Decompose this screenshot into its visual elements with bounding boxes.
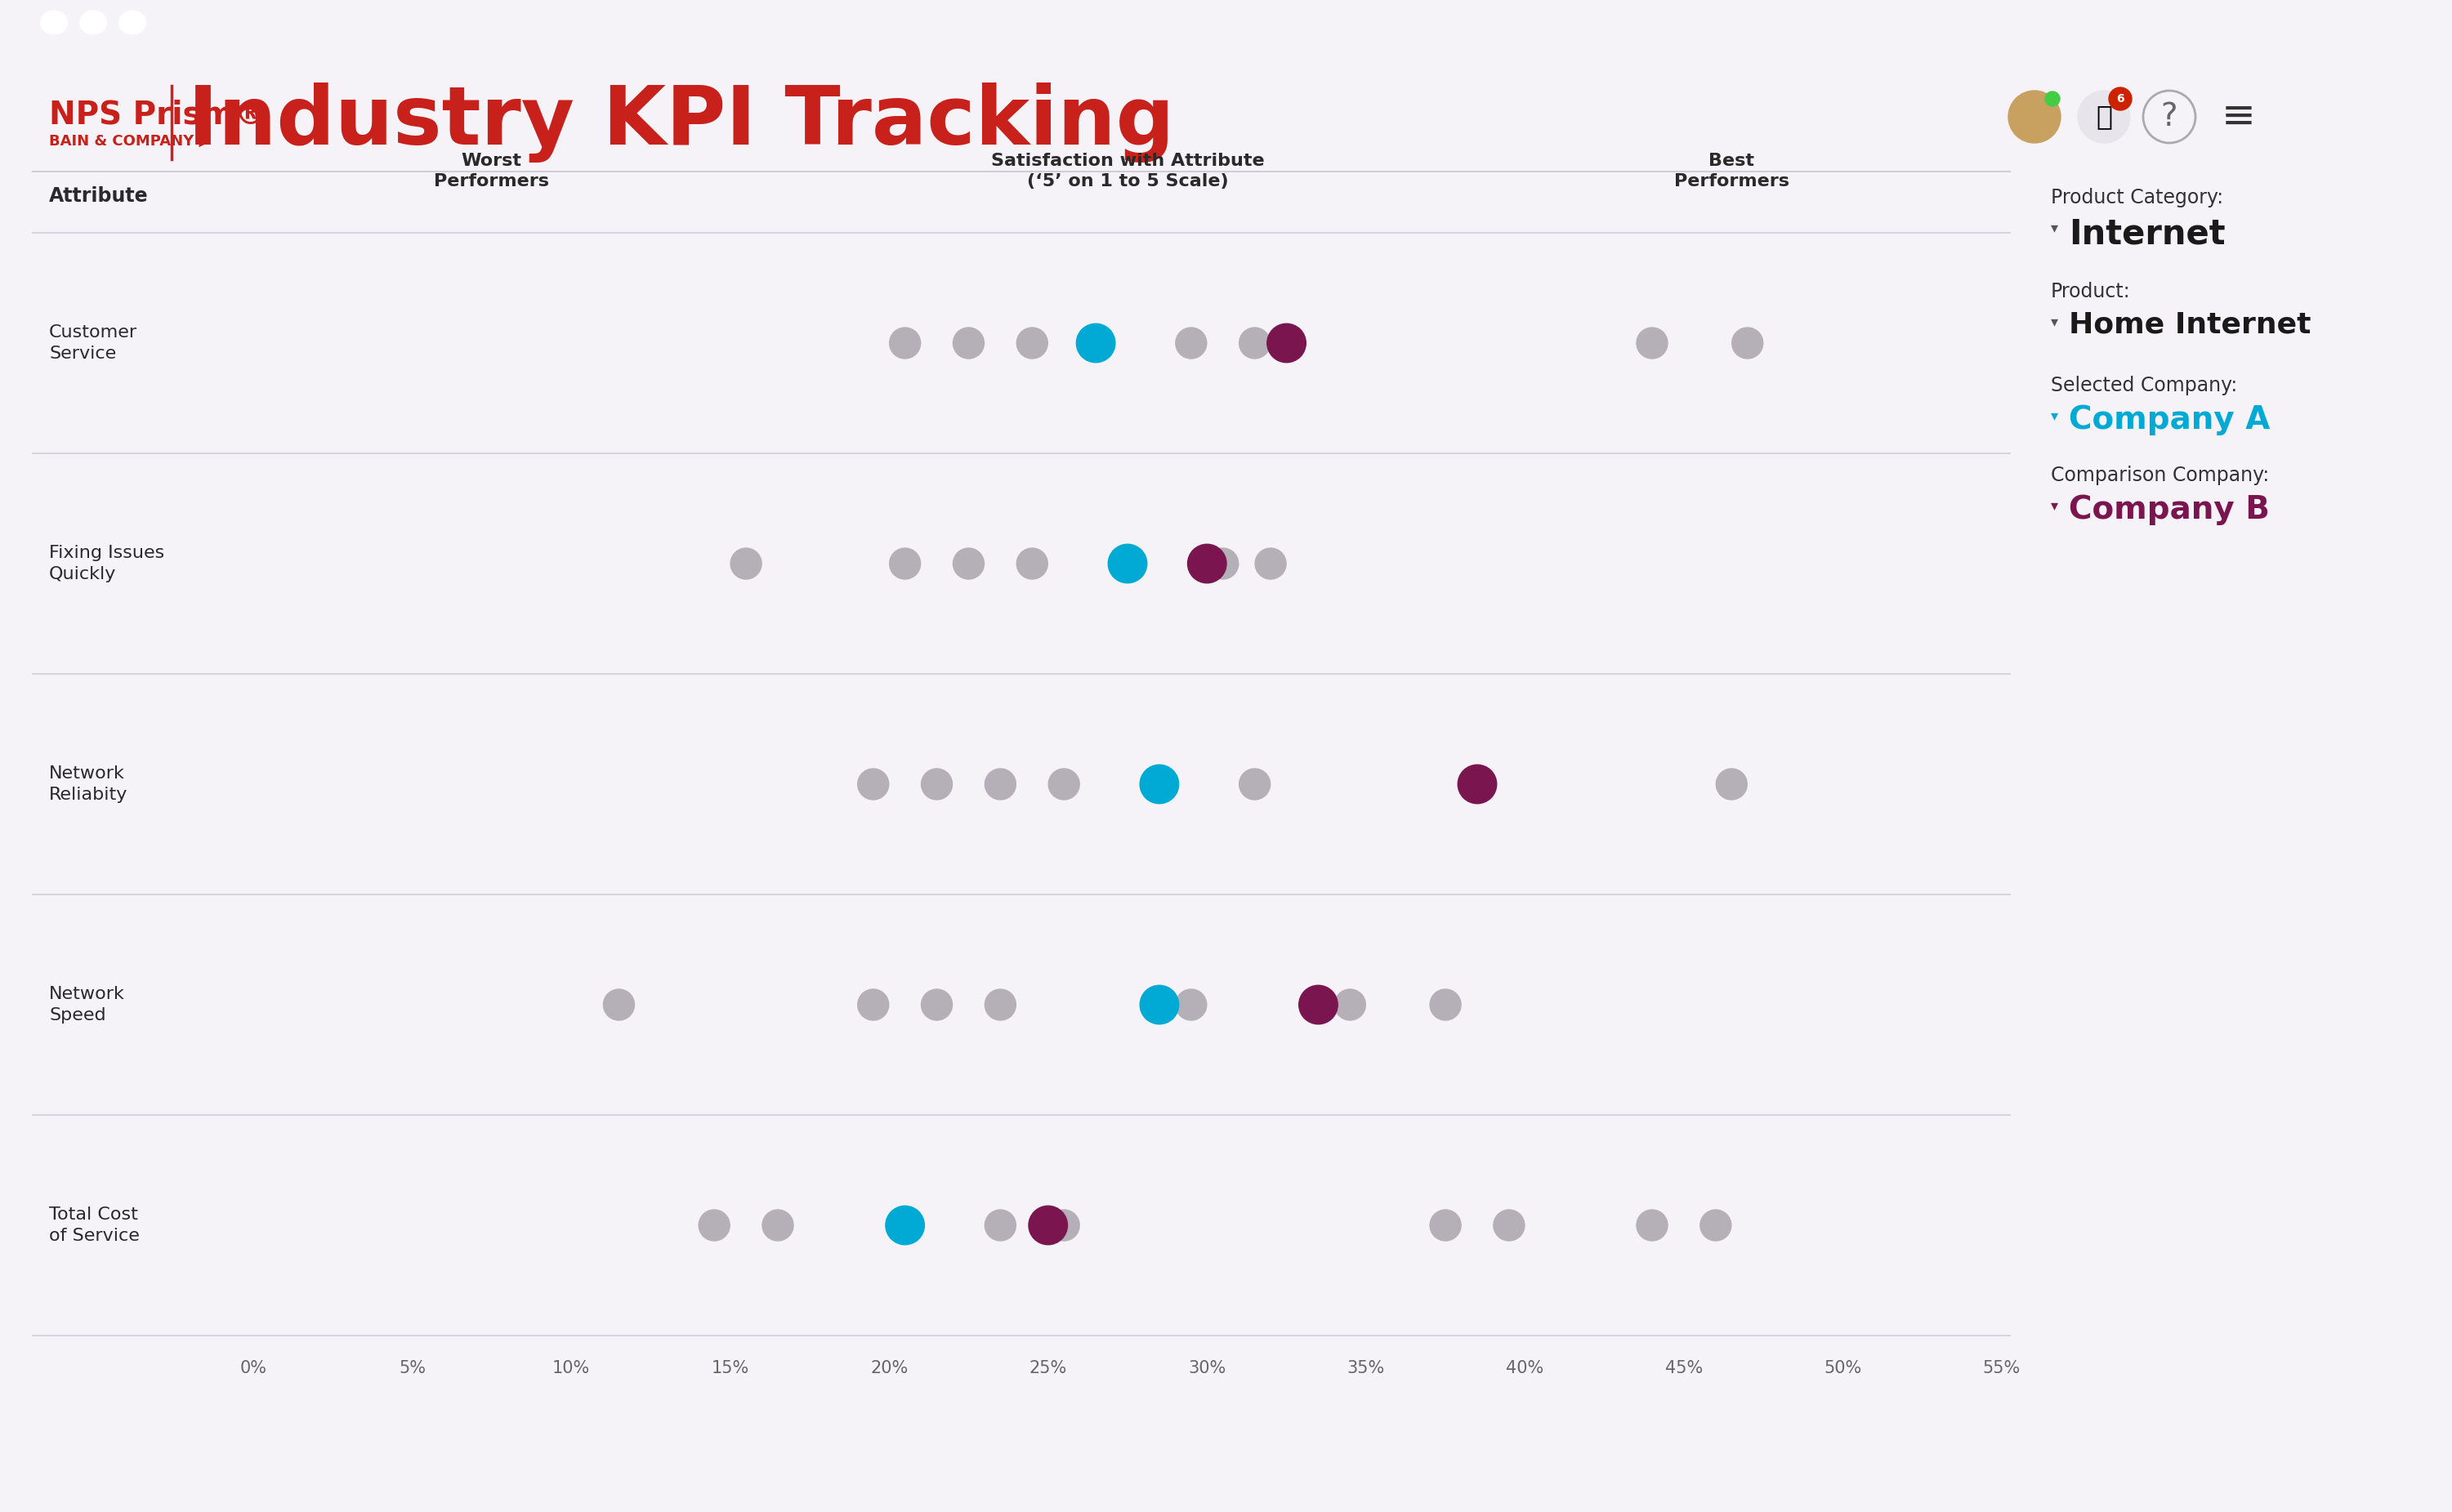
Circle shape [1140,765,1179,803]
Text: Company A: Company A [2069,404,2271,435]
Text: 🔔: 🔔 [2096,103,2111,130]
Circle shape [699,1210,731,1241]
Text: 30%: 30% [1189,1361,1226,1376]
Text: 35%: 35% [1346,1361,1385,1376]
Text: Industry KPI Tracking: Industry KPI Tracking [189,83,1175,163]
Circle shape [986,989,1015,1021]
Text: Best
Performers: Best Performers [1675,153,1790,189]
Text: ▾: ▾ [2050,499,2057,513]
Text: 45%: 45% [1665,1361,1702,1376]
Text: Attribute: Attribute [49,186,150,206]
Text: Company B: Company B [2069,494,2271,525]
Ellipse shape [39,11,66,35]
Circle shape [890,328,920,358]
Circle shape [1175,328,1206,358]
Circle shape [954,328,983,358]
Text: Total Cost
of Service: Total Cost of Service [49,1207,140,1244]
Circle shape [1716,768,1748,800]
Text: Network
Speed: Network Speed [49,986,125,1024]
Text: Internet: Internet [2069,216,2226,251]
Text: Customer
Service: Customer Service [49,324,137,361]
Circle shape [1459,765,1496,803]
Circle shape [1334,989,1366,1021]
Circle shape [1300,986,1339,1024]
Circle shape [731,549,763,579]
Circle shape [1140,986,1179,1024]
Circle shape [1018,549,1047,579]
Circle shape [1635,1210,1667,1241]
Text: Fixing Issues
Quickly: Fixing Issues Quickly [49,544,164,582]
Text: 25%: 25% [1030,1361,1067,1376]
Circle shape [1206,549,1238,579]
Circle shape [2045,92,2060,106]
Text: Product Category:: Product Category: [2050,187,2224,207]
Text: ▾: ▾ [2050,408,2057,423]
Circle shape [2077,91,2131,144]
Text: ▾: ▾ [2050,314,2057,330]
Circle shape [2008,91,2060,144]
Circle shape [1175,989,1206,1021]
Circle shape [1493,1210,1525,1241]
Text: Selected Company:: Selected Company: [2050,376,2236,395]
Circle shape [922,768,951,800]
Text: Comparison Company:: Comparison Company: [2050,466,2268,485]
Circle shape [1699,1210,1731,1241]
Text: Home Internet: Home Internet [2069,310,2312,339]
Circle shape [922,989,951,1021]
Ellipse shape [78,11,108,35]
Circle shape [1238,768,1270,800]
Circle shape [1255,549,1287,579]
Circle shape [890,549,920,579]
Text: NPS Prism®: NPS Prism® [49,98,267,130]
Circle shape [1108,544,1148,584]
Text: 5%: 5% [400,1361,427,1376]
Circle shape [885,1207,924,1244]
Text: Product:: Product: [2050,281,2131,301]
Circle shape [1731,328,1763,358]
Text: ?: ? [2160,101,2177,133]
Text: ≡: ≡ [2222,97,2256,136]
Circle shape [986,768,1015,800]
Circle shape [858,989,888,1021]
Circle shape [1049,1210,1079,1241]
Circle shape [2109,88,2131,110]
Circle shape [1635,328,1667,358]
Text: Satisfaction with Attribute
(‘5’ on 1 to 5 Scale): Satisfaction with Attribute (‘5’ on 1 to… [991,153,1265,189]
Text: 0%: 0% [240,1361,267,1376]
Circle shape [603,989,635,1021]
Text: 10%: 10% [552,1361,591,1376]
Circle shape [1030,1207,1067,1244]
Circle shape [1268,324,1307,363]
Circle shape [986,1210,1015,1241]
Circle shape [1238,328,1270,358]
Text: 15%: 15% [711,1361,748,1376]
Circle shape [1430,1210,1461,1241]
Text: 50%: 50% [1824,1361,1861,1376]
Circle shape [763,1210,794,1241]
Text: 6: 6 [2116,94,2123,104]
Circle shape [1018,328,1047,358]
Ellipse shape [118,11,147,35]
Text: 20%: 20% [870,1361,907,1376]
Text: Worst
Performers: Worst Performers [434,153,549,189]
Circle shape [1049,768,1079,800]
Text: Network
Reliabity: Network Reliabity [49,765,128,803]
Text: BAIN & COMPANY ▶: BAIN & COMPANY ▶ [49,135,211,148]
Circle shape [858,768,888,800]
Circle shape [1430,989,1461,1021]
Circle shape [1076,324,1116,363]
Circle shape [954,549,983,579]
Circle shape [1187,544,1226,584]
Text: 40%: 40% [1506,1361,1545,1376]
Text: ▾: ▾ [2050,221,2057,236]
Text: 55%: 55% [1984,1361,2020,1376]
